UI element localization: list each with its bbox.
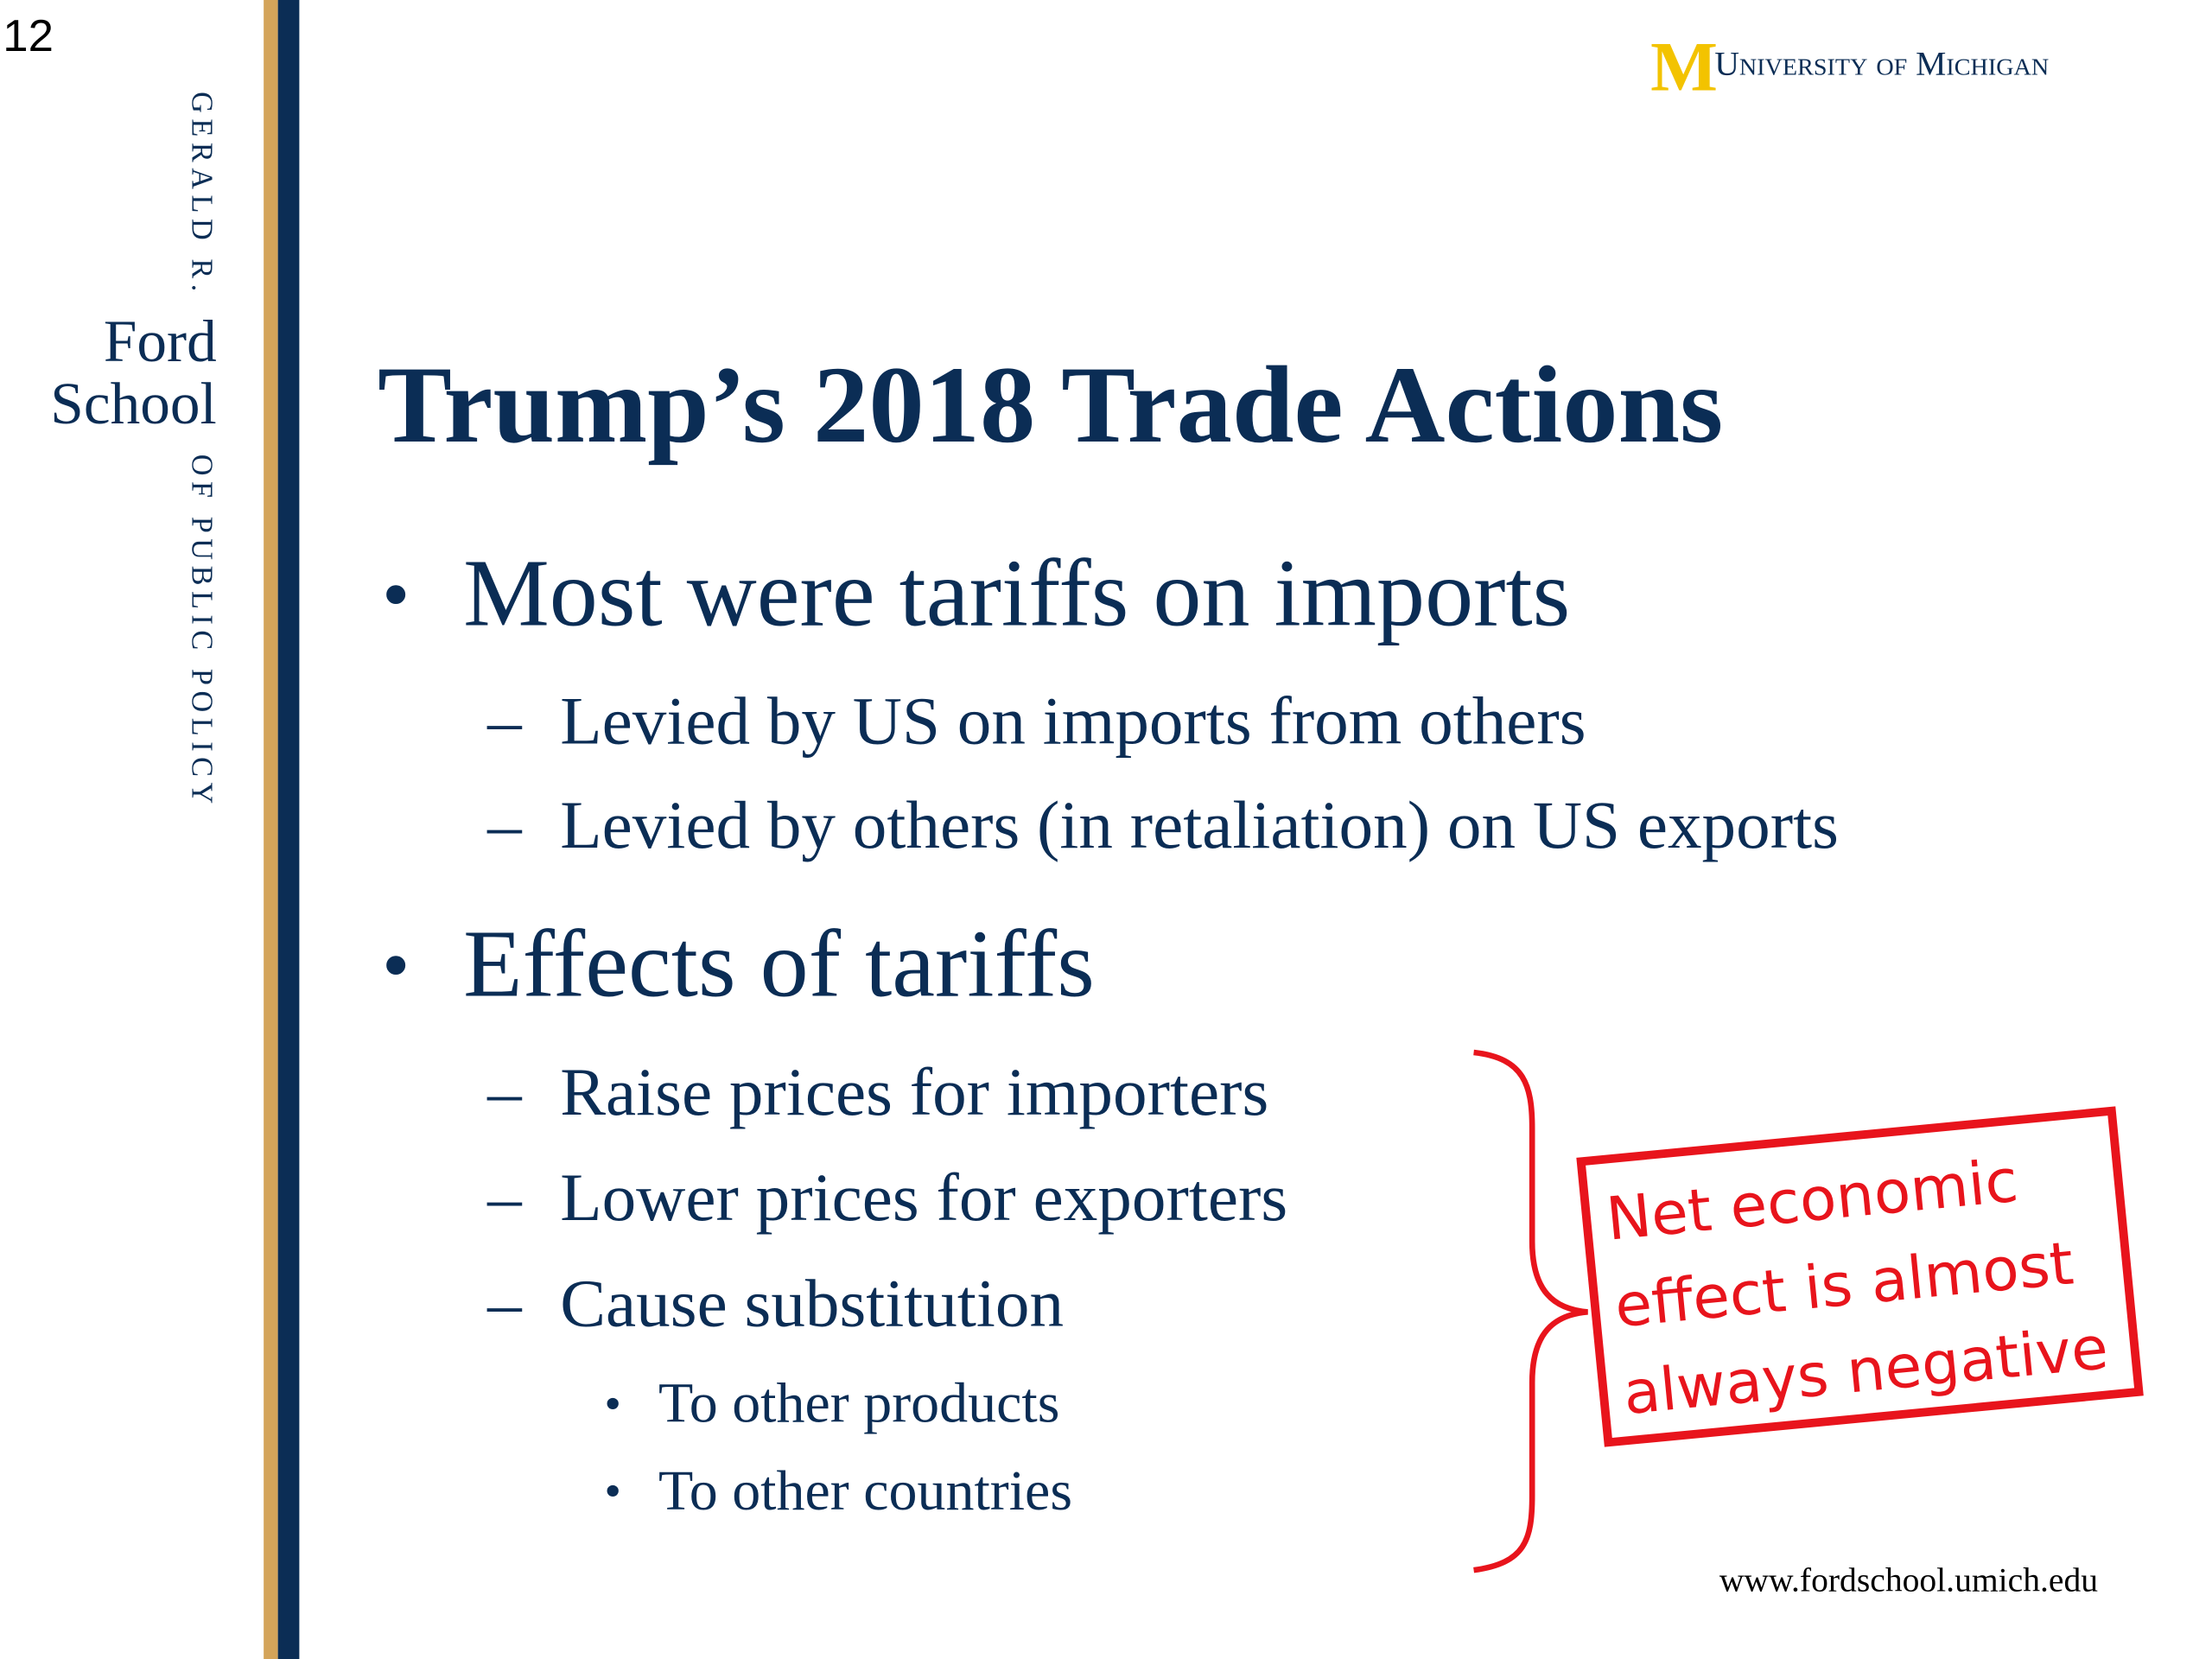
bullet: Effects of tariffs — [463, 912, 1095, 1017]
footer-url: www.fordschool.umich.edu — [1719, 1561, 2098, 1599]
sub-sub-bullet: To other countries — [658, 1460, 1072, 1522]
sidebar-bottom: OF PUBLIC POLICY — [186, 454, 219, 810]
dash: – — [486, 1267, 522, 1342]
page-number: 12 — [3, 10, 54, 61]
sub-bullet: Lower prices for exporters — [560, 1161, 1287, 1236]
gold-bar — [264, 0, 278, 1659]
sub-sub-bullet: To other products — [658, 1373, 1059, 1435]
callout-box — [1576, 1106, 2144, 1447]
bullet-dot: • — [604, 1465, 621, 1518]
title: Trump’s 2018 Trade Actions — [378, 344, 1723, 466]
sidebar-top: GERALD R. — [186, 92, 219, 297]
sub-bullet: Levied by others (in retaliation) on US … — [560, 789, 1839, 864]
sidebar-ford: Ford — [104, 308, 217, 374]
dash: – — [486, 1161, 522, 1236]
sidebar-school: School — [50, 371, 216, 436]
sub-bullet: Levied by US on imports from others — [560, 684, 1586, 760]
dash: – — [486, 1055, 522, 1130]
bullet-dot: • — [382, 550, 410, 638]
navy-bar — [277, 0, 300, 1659]
dash: – — [486, 684, 522, 760]
university-name: University of Michigan — [1714, 45, 2049, 83]
dash: – — [486, 789, 522, 864]
logo: M — [1650, 28, 1718, 106]
sub-bullet: Raise prices for importers — [560, 1055, 1268, 1130]
bullet-dot: • — [604, 1377, 621, 1431]
bullet-dot: • — [382, 921, 410, 1008]
sub-bullet: Cause substitution — [560, 1267, 1064, 1342]
callout: Net economic effect is almost always neg… — [1576, 1106, 2144, 1447]
brace — [1473, 1049, 1588, 1573]
bullet: Most were tariffs on imports — [463, 541, 1570, 646]
